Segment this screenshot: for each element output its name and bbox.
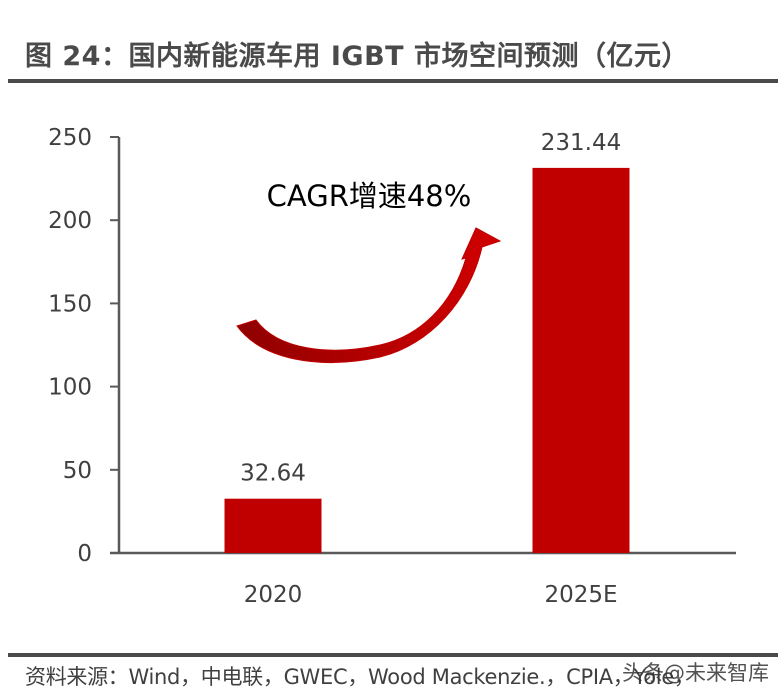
y-tick-label: 200 xyxy=(48,208,92,234)
cagr-arrow-icon xyxy=(236,227,502,363)
bars: 32.64 2020 231.44 2025E xyxy=(224,130,630,608)
bar-chart: 0 50 100 150 200 250 32.64 2020 231.44 2025E CAG… xyxy=(48,125,736,608)
source-note: 资料来源：Wind，中电联，GWEC，Wood Mackenzie.，CPIA，… xyxy=(25,665,695,689)
bar-2020 xyxy=(224,498,322,553)
top-divider xyxy=(8,79,778,83)
x-tick-label: 2025E xyxy=(544,582,617,608)
bottom-divider xyxy=(8,653,778,657)
y-tick-label: 150 xyxy=(48,291,92,317)
y-tick-label: 0 xyxy=(77,541,92,567)
bar-2025E xyxy=(532,167,630,553)
y-tick-label: 100 xyxy=(48,375,92,401)
watermark: 头条@未来智库 xyxy=(622,661,769,685)
y-tick-label: 50 xyxy=(63,458,92,484)
y-axis: 0 50 100 150 200 250 xyxy=(48,125,121,567)
data-label: 231.44 xyxy=(541,130,621,156)
cagr-annotation: CAGR增速48% xyxy=(267,179,472,213)
figure-title: 图 24：国内新能源车用 IGBT 市场空间预测（亿元） xyxy=(25,41,689,72)
y-tick-label: 250 xyxy=(48,125,92,151)
x-tick-label: 2020 xyxy=(244,582,303,608)
data-label: 32.64 xyxy=(240,461,306,487)
